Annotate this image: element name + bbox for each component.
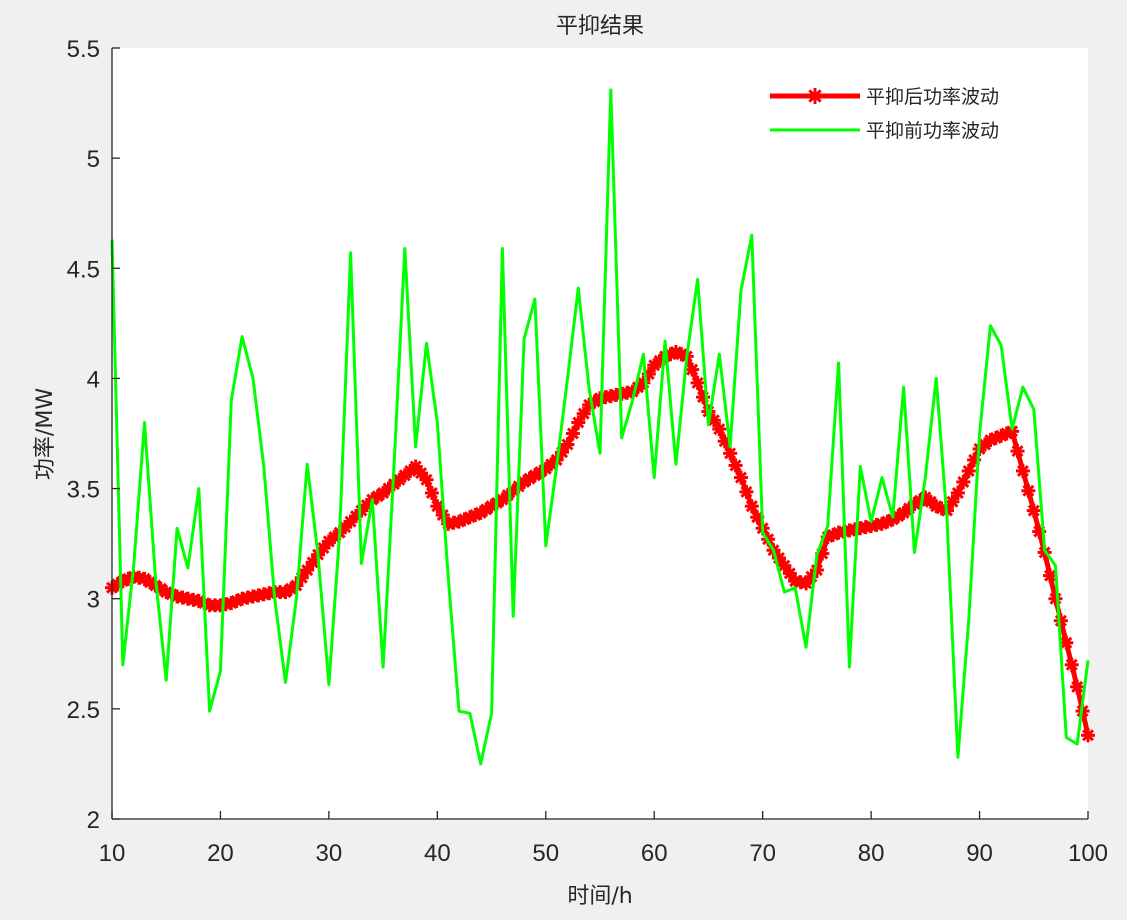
series-0 <box>105 344 1095 743</box>
y-tick-label: 3 <box>87 587 100 614</box>
x-tick-label: 70 <box>749 840 776 867</box>
x-tick-label: 20 <box>207 840 234 867</box>
legend: 平抑后功率波动 平抑前功率波动 <box>770 86 999 142</box>
x-tick-label: 90 <box>966 840 993 867</box>
y-axis-ticks: 2 2.5 3 3.5 4 4.5 5 5.5 <box>67 36 120 834</box>
y-tick-label: 4.5 <box>67 256 100 283</box>
y-tick-label: 5 <box>87 146 100 173</box>
x-axis-label: 时间/h <box>567 884 632 909</box>
y-tick-label: 2.5 <box>67 697 100 724</box>
x-tick-label: 10 <box>99 840 126 867</box>
x-tick-label: 30 <box>316 840 343 867</box>
series-layer <box>105 88 1095 766</box>
series-1 <box>110 88 1090 766</box>
y-tick-label: 3.5 <box>67 477 100 504</box>
legend-item-after: 平抑后功率波动 <box>770 86 999 108</box>
y-tick-label: 5.5 <box>67 36 100 63</box>
legend-label-after: 平抑后功率波动 <box>866 86 999 108</box>
legend-item-before: 平抑前功率波动 <box>770 120 999 142</box>
x-axis-ticks: 10 20 30 40 50 60 70 80 90 100 <box>99 811 1108 867</box>
axes <box>111 48 1088 820</box>
legend-label-before: 平抑前功率波动 <box>866 120 999 142</box>
y-tick-label: 2 <box>87 807 100 834</box>
y-tick-label: 4 <box>87 366 100 393</box>
x-tick-label: 50 <box>532 840 559 867</box>
y-axis-label: 功率/MW <box>33 388 58 480</box>
x-tick-label: 100 <box>1068 840 1108 867</box>
asterisk-marker-icon <box>807 88 823 104</box>
chart-title: 平抑结果 <box>556 14 644 39</box>
x-tick-label: 60 <box>641 840 668 867</box>
x-tick-label: 80 <box>858 840 885 867</box>
series-line-1 <box>110 88 1090 766</box>
x-tick-label: 40 <box>424 840 451 867</box>
